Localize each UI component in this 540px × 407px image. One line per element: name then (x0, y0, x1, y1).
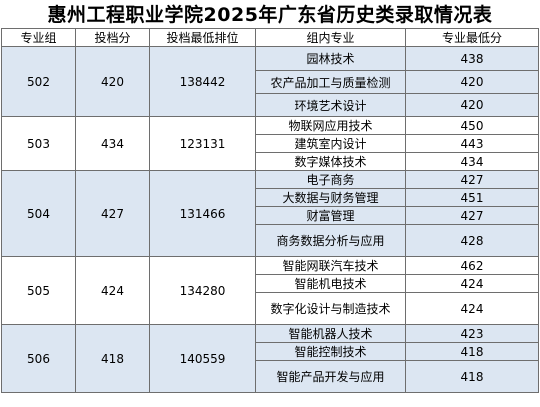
major-min-cell: 451 (405, 188, 539, 207)
rank-cell: 140559 (149, 324, 256, 393)
table-row: 智能产品开发与应用 418 (2, 360, 539, 393)
table-row: 大数据与财务管理 451 (2, 188, 539, 207)
group-cell: 504 (1, 170, 76, 257)
header-rank: 投档最低排位 (149, 28, 256, 47)
major-cell: 智能产品开发与应用 (255, 360, 406, 393)
rank-cell: 138442 (149, 46, 256, 117)
group-cell: 506 (1, 324, 76, 393)
table-row: 504 427 131466 电子商务 427 (1, 170, 539, 257)
admission-table: 专业组 投档分 投档最低排位 组内专业 专业最低分 502 420 138442… (1, 28, 539, 393)
major-cell: 环境艺术设计 (255, 93, 406, 117)
table-row: 503 434 123131 物联网应用技术 450 (1, 116, 539, 171)
score-cell: 420 (75, 46, 150, 117)
major-cell: 园林技术 (255, 46, 406, 71)
table-row: 商务数据分析与应用 428 (2, 224, 539, 257)
major-min-cell: 462 (405, 256, 539, 275)
major-cell: 财富管理 (255, 206, 406, 225)
table-row: 502 420 138442 园林技术 438 (1, 46, 539, 117)
score-cell: 424 (75, 256, 150, 325)
major-cell: 智能网联汽车技术 (255, 256, 406, 275)
major-cell: 智能机电技术 (255, 274, 406, 293)
major-min-cell: 427 (405, 206, 539, 225)
header-major-min: 专业最低分 (405, 28, 539, 47)
table-row: 财富管理 427 (2, 206, 539, 225)
major-min-cell: 420 (405, 70, 539, 94)
header-major: 组内专业 (255, 28, 406, 47)
major-cell: 大数据与财务管理 (255, 188, 406, 207)
major-min-cell: 424 (405, 274, 539, 293)
major-min-cell: 418 (405, 360, 539, 393)
header-group: 专业组 (1, 28, 76, 47)
rank-cell: 123131 (149, 116, 256, 171)
major-min-cell: 423 (405, 324, 539, 343)
table-row: 智能机电技术 424 (2, 274, 539, 293)
rank-cell: 131466 (149, 170, 256, 257)
table-row: 环境艺术设计 420 (2, 93, 539, 117)
table-row: 505 424 134280 智能网联汽车技术 462 (1, 256, 539, 325)
table-title: 惠州工程职业学院2025年广东省历史类录取情况表 (47, 4, 493, 26)
major-cell: 智能控制技术 (255, 342, 406, 361)
major-cell: 数字化设计与制造技术 (255, 292, 406, 325)
major-min-cell: 438 (405, 46, 539, 71)
major-min-cell: 427 (405, 170, 539, 189)
rank-cell: 134280 (149, 256, 256, 325)
table-row: 农产品加工与质量检测 420 (2, 70, 539, 94)
major-min-cell: 434 (405, 152, 539, 171)
major-cell: 电子商务 (255, 170, 406, 189)
major-cell: 商务数据分析与应用 (255, 224, 406, 257)
major-cell: 农产品加工与质量检测 (255, 70, 406, 94)
major-cell: 建筑室内设计 (255, 134, 406, 153)
group-cell: 503 (1, 116, 76, 171)
group-cell: 505 (1, 256, 76, 325)
major-min-cell: 443 (405, 134, 539, 153)
table-row: 建筑室内设计 443 (2, 134, 539, 153)
table-row: 506 418 140559 智能机器人技术 423 (1, 324, 539, 393)
major-min-cell: 450 (405, 116, 539, 135)
header-score: 投档分 (75, 28, 150, 47)
major-cell: 数字媒体技术 (255, 152, 406, 171)
major-min-cell: 420 (405, 93, 539, 117)
table-row: 数字化设计与制造技术 424 (2, 292, 539, 325)
major-min-cell: 424 (405, 292, 539, 325)
major-cell: 智能机器人技术 (255, 324, 406, 343)
score-cell: 434 (75, 116, 150, 171)
major-cell: 物联网应用技术 (255, 116, 406, 135)
score-cell: 427 (75, 170, 150, 257)
major-min-cell: 418 (405, 342, 539, 361)
score-cell: 418 (75, 324, 150, 393)
major-min-cell: 428 (405, 224, 539, 257)
table-row: 数字媒体技术 434 (2, 152, 539, 171)
header-row: 专业组 投档分 投档最低排位 组内专业 专业最低分 (1, 28, 539, 47)
group-cell: 502 (1, 46, 76, 117)
